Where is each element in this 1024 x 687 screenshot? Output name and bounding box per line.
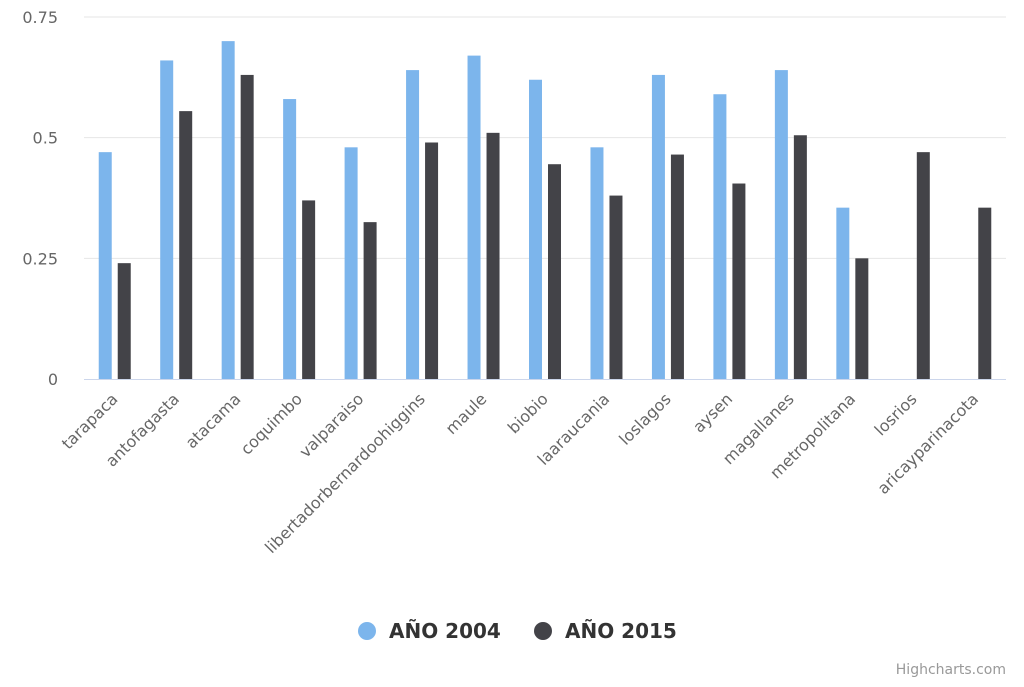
x-axis-labels: tarapacaantofagastaatacamacoquimbovalpar… [58,389,982,557]
bar-ano-2015[interactable] [486,132,500,379]
legend-item[interactable]: AÑO 2015 [534,619,677,643]
bar-ano-2004[interactable] [221,41,235,380]
bar-ano-2015[interactable] [793,135,807,379]
bar-ano-2015[interactable] [363,222,377,379]
legend-label: AÑO 2015 [565,619,677,643]
bar-ano-2015[interactable] [916,152,930,379]
y-tick-label: 0.75 [22,8,58,27]
bar-ano-2004[interactable] [651,74,665,380]
credit-link[interactable]: Highcharts.com [896,662,1006,678]
x-tick-label: losrios [871,389,921,439]
x-tick-label: maule [442,389,491,438]
bar-ano-2004[interactable] [406,70,420,380]
y-axis-ticks: 0 0.25 0.5 0.75 [22,8,58,389]
bar-ano-2004[interactable] [590,147,604,379]
y-tick-label: 0.25 [22,249,58,268]
legend-marker [534,622,552,640]
bar-ano-2015[interactable] [548,164,561,379]
bar-ano-2015[interactable] [978,207,992,379]
x-tick-label: aysen [689,389,736,436]
bar-ano-2004[interactable] [836,207,850,379]
legend-label: AÑO 2004 [389,619,501,643]
bar-ano-2004[interactable] [467,55,481,379]
bar-ano-2004[interactable] [344,147,358,379]
bar-ano-2004[interactable] [160,60,174,379]
bar-ano-2015[interactable] [670,154,684,379]
y-tick-label: 0 [48,370,58,389]
bar-ano-2015[interactable] [302,200,316,379]
gridlines [84,16,1006,259]
bar-ano-2004[interactable] [98,152,112,379]
legend-item[interactable]: AÑO 2004 [358,619,501,643]
bar-ano-2015[interactable] [855,258,869,379]
bar-ano-2015[interactable] [732,183,746,379]
bar-ano-2004[interactable] [283,99,297,379]
y-tick-label: 0.5 [33,129,58,148]
legend-marker [358,622,376,640]
bar-ano-2015[interactable] [609,195,623,379]
bar-ano-2015[interactable] [179,111,193,380]
bar-ano-2004[interactable] [529,79,542,379]
bars [98,41,992,380]
bar-ano-2015[interactable] [240,74,254,380]
bar-ano-2015[interactable] [425,142,439,379]
x-tick-label: tarapaca [58,389,122,453]
x-tick-label: loslagos [615,389,674,448]
x-tick-label: biobio [504,389,552,437]
bar-ano-2015[interactable] [117,263,131,379]
x-tick-label: atacama [182,389,245,452]
legend[interactable]: AÑO 2004 AÑO 2015 [358,619,677,643]
bar-ano-2004[interactable] [774,70,788,380]
bar-ano-2004[interactable] [713,94,727,379]
